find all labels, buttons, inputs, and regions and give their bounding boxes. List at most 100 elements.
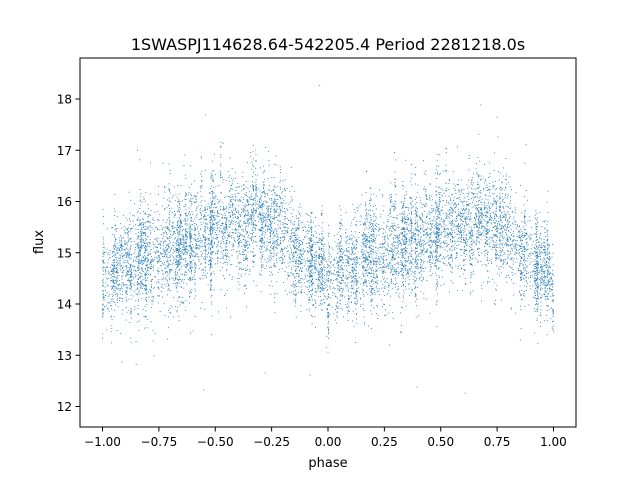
- data-point: [547, 249, 549, 250]
- data-point: [551, 284, 553, 285]
- data-point: [518, 264, 520, 266]
- data-point: [150, 292, 152, 294]
- data-point: [390, 249, 392, 251]
- data-point: [200, 173, 202, 175]
- data-point: [117, 249, 119, 251]
- data-point: [519, 270, 521, 272]
- data-point: [393, 255, 395, 257]
- data-point: [454, 220, 456, 222]
- data-point: [283, 262, 285, 264]
- data-point: [336, 312, 338, 313]
- data-point: [308, 266, 310, 268]
- data-point: [380, 299, 382, 301]
- data-point: [170, 233, 172, 235]
- data-point: [138, 262, 140, 264]
- data-point: [415, 266, 417, 268]
- data-point: [167, 244, 169, 246]
- data-point: [321, 227, 323, 229]
- data-point: [271, 190, 272, 192]
- data-point: [329, 304, 331, 306]
- data-point: [243, 259, 245, 261]
- data-point: [268, 205, 270, 207]
- data-point: [552, 286, 553, 288]
- data-point: [495, 242, 497, 244]
- data-point: [547, 250, 549, 252]
- data-point: [487, 232, 489, 234]
- data-point: [366, 212, 367, 214]
- data-point: [145, 276, 147, 278]
- data-point: [259, 235, 261, 237]
- data-point: [280, 210, 282, 212]
- data-point: [192, 214, 194, 215]
- data-point: [365, 205, 367, 207]
- data-point: [525, 290, 527, 291]
- data-point: [501, 182, 503, 184]
- data-point: [254, 213, 256, 215]
- data-point: [390, 265, 392, 267]
- data-point: [210, 264, 212, 266]
- data-point: [367, 259, 368, 261]
- data-point: [173, 241, 175, 243]
- data-point: [247, 221, 248, 223]
- data-point: [381, 267, 383, 269]
- data-point: [486, 216, 488, 218]
- data-point: [187, 231, 189, 233]
- data-point: [128, 255, 129, 257]
- data-point: [146, 268, 148, 270]
- data-point: [529, 239, 531, 241]
- data-point: [463, 264, 464, 266]
- data-point: [456, 256, 458, 258]
- data-point: [131, 286, 133, 288]
- data-point: [385, 249, 387, 250]
- data-point: [535, 249, 537, 251]
- data-point: [178, 238, 180, 240]
- data-point: [296, 273, 298, 275]
- data-point: [128, 191, 130, 193]
- data-point: [291, 267, 292, 269]
- data-point: [384, 236, 385, 238]
- data-point: [162, 249, 164, 251]
- data-point: [226, 242, 228, 244]
- data-point: [521, 273, 523, 275]
- data-point: [550, 307, 552, 309]
- data-point: [314, 264, 316, 266]
- data-point: [404, 213, 406, 215]
- data-point: [208, 246, 210, 248]
- data-point: [524, 235, 526, 237]
- data-point: [135, 256, 137, 258]
- data-point: [336, 262, 338, 264]
- data-point: [218, 311, 219, 313]
- data-point: [365, 284, 367, 286]
- data-point: [520, 260, 522, 262]
- data-point: [370, 281, 372, 283]
- data-point: [165, 272, 167, 274]
- data-point: [191, 247, 192, 248]
- data-point: [552, 293, 554, 295]
- data-point: [285, 216, 286, 218]
- data-point: [208, 264, 210, 265]
- data-point: [416, 212, 418, 214]
- data-point: [298, 275, 300, 277]
- data-point: [117, 293, 119, 295]
- data-point: [119, 239, 121, 241]
- data-point: [476, 227, 478, 228]
- data-point: [307, 268, 309, 270]
- data-point: [213, 229, 215, 231]
- data-point: [442, 221, 444, 222]
- data-point: [371, 235, 373, 236]
- data-point: [358, 287, 360, 289]
- data-point: [264, 147, 266, 148]
- data-point: [405, 265, 406, 267]
- data-point: [147, 258, 149, 260]
- data-point: [205, 222, 207, 224]
- data-point: [463, 189, 465, 191]
- data-point: [311, 272, 312, 274]
- data-point: [509, 245, 511, 247]
- data-point: [392, 241, 394, 243]
- data-point: [524, 210, 525, 212]
- data-point: [252, 199, 254, 201]
- data-point: [339, 276, 341, 278]
- data-point: [478, 251, 479, 253]
- data-point: [356, 243, 358, 245]
- data-point: [198, 256, 200, 258]
